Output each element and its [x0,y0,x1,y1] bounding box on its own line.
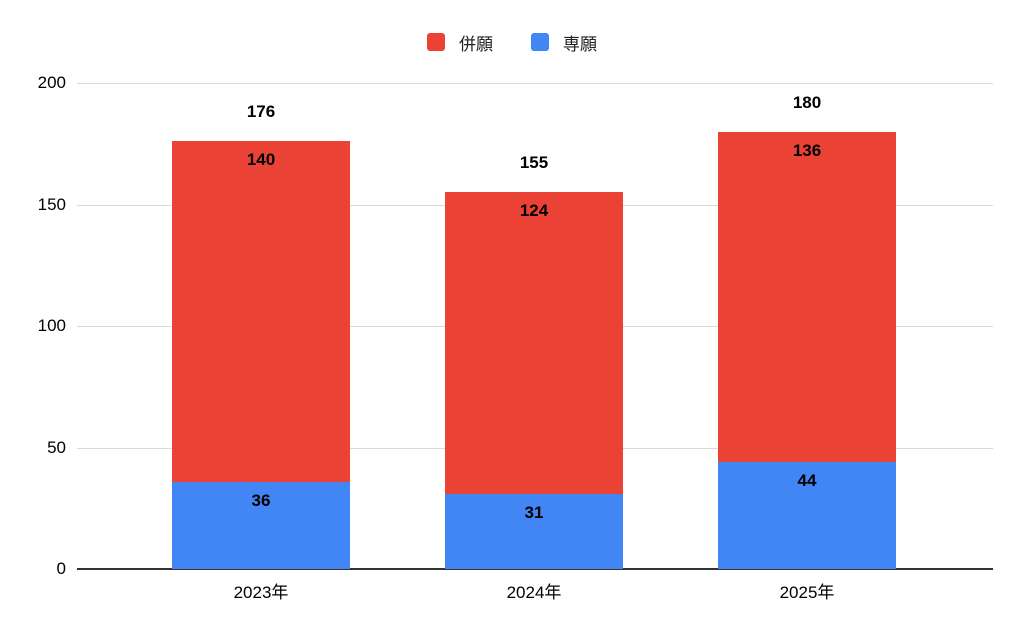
bar-segment-label: 136 [792,141,822,160]
bar-segment-label: 36 [251,491,271,510]
bar-segment [172,482,350,569]
bar-segment [172,141,350,482]
bar-segment [445,192,623,494]
legend-item: 併願 [427,30,493,55]
x-axis-label: 2023年 [233,583,289,602]
gridline [77,83,993,84]
bar-segment [718,462,896,569]
legend-swatch-icon [427,33,445,51]
bar-segment-label: 140 [246,150,276,169]
chart-legend: 併願 専願 [0,30,1024,54]
bar-total-label: 180 [792,93,822,112]
bar-segment-label: 44 [797,471,817,490]
y-tick-label: 200 [37,73,66,92]
bar-segment [445,494,623,569]
x-axis-label: 2024年 [506,583,562,602]
legend-item: 専願 [531,30,597,55]
y-tick-label: 50 [47,438,66,457]
bar-segment [718,132,896,462]
bar-total-label: 176 [246,102,276,121]
y-tick-label: 100 [37,316,66,335]
y-tick-label: 150 [37,195,66,214]
x-axis-label: 2025年 [779,583,835,602]
y-tick-label: 0 [56,559,66,578]
x-axis-line [77,568,993,570]
bar-segment-label: 124 [519,201,549,220]
legend-label: 併願 [459,34,493,54]
bar-segment-label: 31 [524,503,544,522]
legend-label: 専願 [563,34,597,54]
bar-total-label: 155 [519,153,549,172]
legend-swatch-icon [531,33,549,51]
